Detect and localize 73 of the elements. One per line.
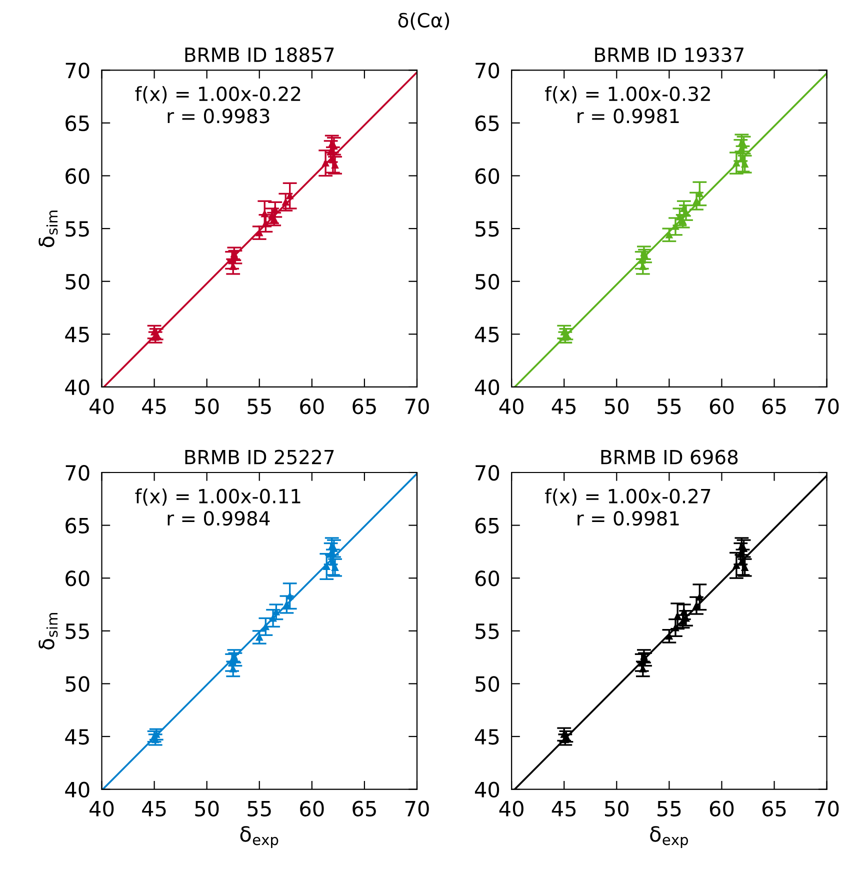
x-tick-label: 65 [352, 800, 376, 817]
y-tick-label: 45 [474, 729, 499, 745]
annotation: f(x) = 1.00x-0.11 [135, 488, 300, 506]
y-tick-label: 60 [475, 168, 500, 184]
y-tick-label: 65 [66, 518, 89, 534]
annotation: f(x) = 1.00x-0.27 [545, 488, 710, 506]
x-tick-label: 55 [658, 398, 681, 414]
y-tick-label: 70 [476, 62, 500, 78]
y-tick-label: 55 [476, 221, 499, 237]
y-tick-label: 60 [66, 570, 90, 586]
x-tick-label: 40 [90, 398, 114, 414]
chart-title: BRMB ID 18857 [185, 47, 334, 62]
text: δ(Cα) [398, 12, 450, 30]
y-tick-label: 50 [66, 676, 90, 692]
x-tick-label: 60 [710, 800, 734, 817]
y-tick-label: 40 [65, 782, 90, 798]
y-tick-label: 60 [66, 168, 90, 184]
annotation: f(x) = 1.00x-0.22 [135, 86, 300, 104]
x-tick-label: 60 [300, 800, 324, 817]
x-tick-label: 50 [195, 398, 219, 414]
x-axis-title: δ$_{exp}$ [650, 826, 688, 848]
chart-title: BRMB ID 19337 [595, 47, 744, 62]
x-tick-label: 55 [248, 801, 271, 817]
x-tick-label: 45 [142, 801, 166, 817]
x-tick-label: 50 [195, 800, 219, 817]
x-tick-label: 60 [710, 398, 734, 414]
x-tick-label: 40 [499, 398, 524, 414]
x-tick-label: 45 [142, 398, 166, 414]
y-tick-label: 40 [474, 782, 500, 798]
y-tick-label: 65 [475, 115, 499, 132]
y-axis-title: δ$_{sim}$ [38, 613, 58, 650]
y-tick-label: 40 [65, 379, 90, 396]
annotation: r = 0.9981 [578, 510, 679, 526]
chart-title: BRMB ID 6968 [601, 450, 738, 464]
y-tick-label: 50 [476, 676, 500, 692]
y-tick-label: 60 [475, 570, 500, 586]
x-tick-label: 70 [405, 800, 429, 817]
annotation: f(x) = 1.00x-0.32 [545, 86, 710, 104]
x-axis-title: δ$_{exp}$ [240, 826, 278, 848]
annotation: r = 0.9984 [168, 510, 270, 526]
y-tick-label: 50 [66, 274, 90, 290]
x-tick-label: 50 [604, 398, 629, 414]
y-tick-label: 50 [476, 274, 500, 290]
y-tick-label: 45 [474, 326, 499, 342]
x-tick-label: 40 [499, 800, 524, 817]
y-tick-label: 40 [474, 379, 500, 396]
y-tick-label: 65 [66, 115, 89, 132]
x-tick-label: 45 [552, 801, 576, 817]
y-tick-label: 55 [476, 624, 499, 640]
y-tick-label: 55 [66, 221, 89, 237]
x-tick-label: 50 [604, 800, 629, 817]
x-tick-label: 45 [552, 398, 576, 414]
x-tick-label: 65 [762, 398, 786, 414]
x-tick-label: 65 [762, 800, 786, 817]
y-tick-label: 45 [65, 729, 89, 745]
y-tick-label: 70 [66, 62, 90, 78]
annotation: r = 0.9981 [578, 108, 679, 124]
x-tick-label: 70 [815, 800, 839, 817]
x-tick-label: 55 [658, 801, 681, 817]
x-tick-label: 65 [352, 398, 376, 414]
chart-title: BRMB ID 25227 [185, 450, 334, 464]
y-tick-label: 65 [475, 518, 499, 534]
x-tick-label: 55 [248, 398, 271, 414]
y-tick-label: 70 [476, 464, 500, 481]
x-tick-label: 60 [300, 398, 324, 414]
x-tick-label: 40 [90, 800, 114, 817]
y-tick-label: 70 [66, 464, 90, 481]
y-tick-label: 45 [65, 326, 89, 342]
y-tick-label: 55 [66, 624, 89, 640]
x-tick-label: 70 [815, 398, 839, 414]
y-axis-title: δ$_{sim}$ [38, 210, 58, 248]
annotation: r = 0.9983 [168, 108, 270, 124]
x-tick-label: 70 [405, 398, 429, 414]
